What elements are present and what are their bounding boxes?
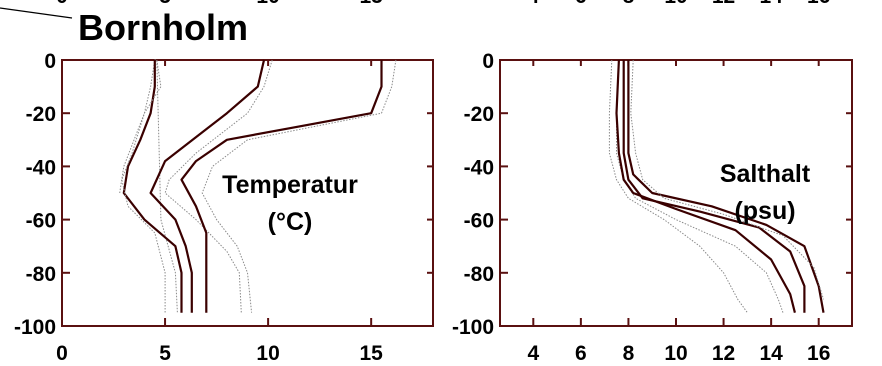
top-tick-label: 16 — [807, 0, 830, 8]
panel-annotation: Salthalt — [720, 160, 811, 188]
temperature-panel: 0-20-40-60-80-100051015051015Temperatur(… — [14, 0, 433, 365]
panel-annotation: (°C) — [268, 208, 313, 236]
top-tick-label: 6 — [575, 0, 587, 8]
title-leader-line — [0, 8, 72, 18]
y-tick-label: -100 — [14, 316, 56, 339]
top-tick-label: 8 — [623, 0, 635, 8]
x-tick-label: 0 — [56, 342, 68, 365]
top-tick-label: 0 — [56, 0, 68, 8]
x-tick-label: 14 — [759, 342, 783, 365]
y-tick-label: -80 — [26, 263, 56, 286]
profile-line-thin — [122, 60, 165, 313]
salinity-panel: 0 -20 -40 -60 -80 -100 4 6 8 10 12 14 16 4 6 8 10 12 14 16 S… — [452, 0, 852, 365]
y-tick-label: 0 — [44, 50, 56, 73]
x-tick-label: 8 — [623, 342, 635, 365]
x-tick-label: 5 — [159, 342, 171, 365]
y-tick-label: -40 — [26, 156, 56, 179]
profile-line-thin — [120, 60, 178, 313]
panel-annotation: Temperatur — [222, 171, 358, 199]
x-tick-label: 6 — [575, 342, 587, 365]
figure-title: Bornholm — [78, 7, 248, 48]
y-tick-label: -60 — [26, 210, 56, 233]
top-tick-label: 14 — [759, 0, 783, 8]
x-tick-label: 10 — [256, 342, 279, 365]
top-tick-label: 12 — [712, 0, 735, 8]
top-tick-label: 10 — [664, 0, 687, 8]
y-tick-label: -40 — [464, 156, 494, 179]
y-tick-label: -20 — [464, 103, 494, 126]
y-tick-label: -60 — [464, 210, 494, 233]
x-tick-label: 15 — [359, 342, 383, 365]
top-tick-label: 10 — [256, 0, 279, 8]
y-tick-label: -100 — [452, 316, 494, 339]
top-tick-label: 15 — [359, 0, 383, 8]
y-tick-label: -20 — [26, 103, 56, 126]
plot-frame — [500, 60, 852, 326]
panel-annotation: (psu) — [734, 197, 795, 225]
x-tick-label: 4 — [527, 342, 539, 365]
y-tick-label: 0 — [482, 50, 494, 73]
x-tick-label: 12 — [712, 342, 735, 365]
y-tick-label: -80 — [464, 263, 494, 286]
top-tick-label: 5 — [159, 0, 171, 8]
x-tick-label: 16 — [807, 342, 830, 365]
top-tick-label: 4 — [527, 0, 539, 8]
x-tick-label: 10 — [664, 342, 687, 365]
